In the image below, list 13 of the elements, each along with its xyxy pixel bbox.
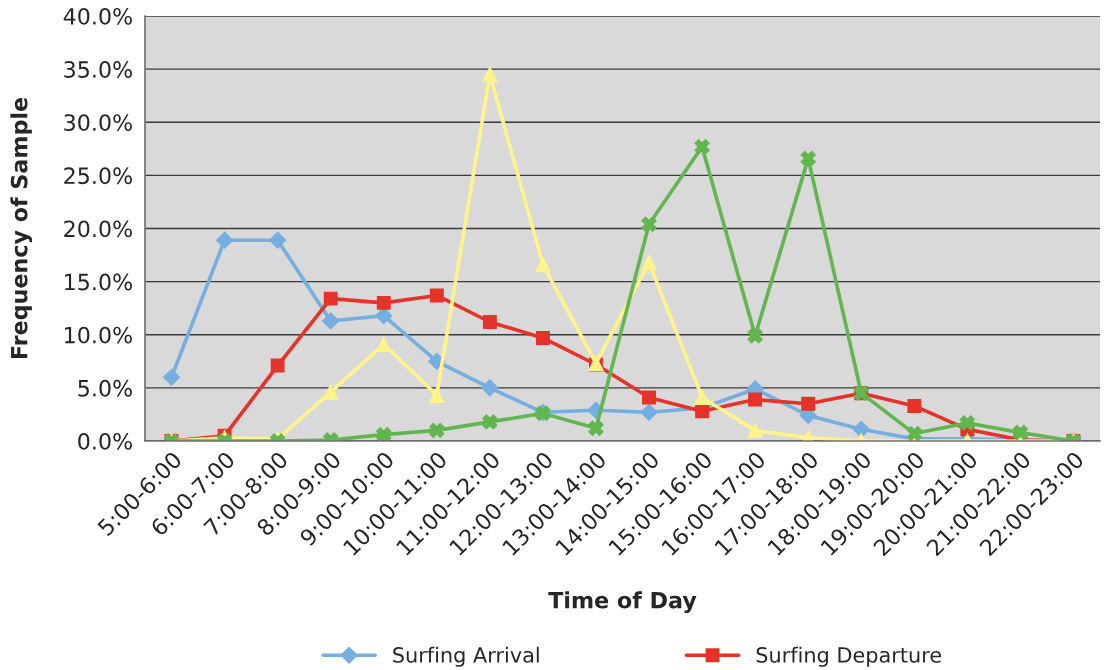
y-tick-label: 25.0% xyxy=(64,167,132,185)
legend-label: Surfing Departure xyxy=(756,646,942,667)
y-tick-label: 20.0% xyxy=(64,220,132,238)
y-axis-title: Frequency of Sample xyxy=(10,97,33,359)
y-tick-label: 15.0% xyxy=(65,273,132,291)
y-tick-label: 30.0% xyxy=(64,114,132,132)
y-tick-label: 0.0% xyxy=(78,432,132,450)
x-axis-title: Time of Day xyxy=(548,591,697,614)
y-tick-label: 5.0% xyxy=(78,379,132,397)
y-tick-label: 10.0% xyxy=(65,326,132,344)
y-tick-label: 35.0% xyxy=(64,61,132,78)
legend-label: Surfing Arrival xyxy=(393,646,539,667)
y-tick-label: 40.0% xyxy=(63,7,132,25)
